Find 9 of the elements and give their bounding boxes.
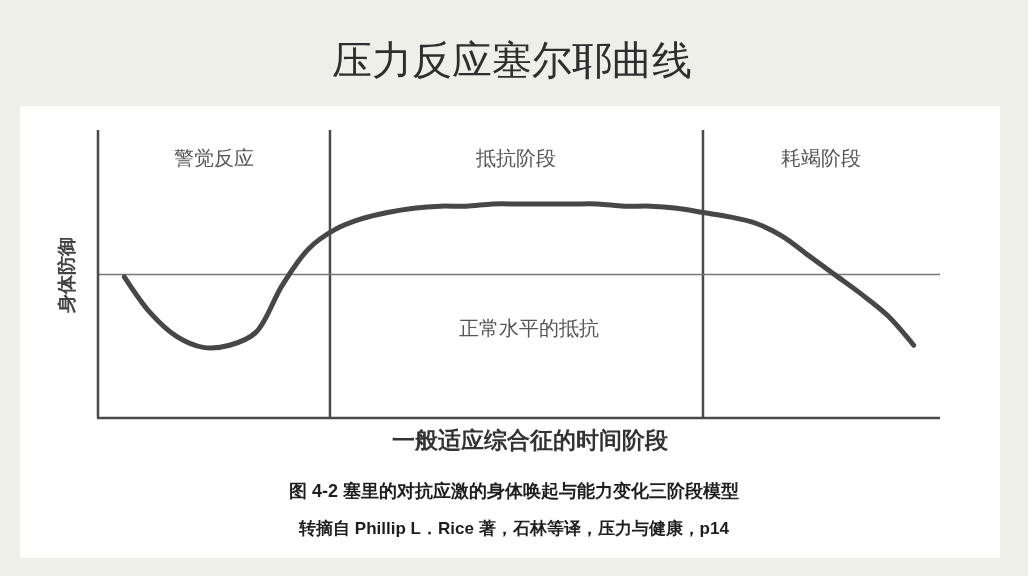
- text: 抵抗阶段: [475, 147, 557, 169]
- text: 耗竭阶段: [781, 147, 862, 169]
- text: 警觉反应: [173, 147, 254, 169]
- chart-title: 压力反应塞尔耶曲线: [332, 38, 692, 83]
- y-axis-title: 身体防御: [55, 237, 77, 314]
- caption: 图 4-2 塞里的对抗应激的身体唤起与能力变化三阶段模型: [288, 481, 740, 501]
- x-axis-title: 一般适应综合征的时间阶段: [392, 427, 669, 453]
- text: 转摘自 Phillip L．Rice 著，石林等译，压力与健康，p14: [298, 519, 730, 538]
- ref-line-label: 正常水平的抵抗: [459, 316, 599, 339]
